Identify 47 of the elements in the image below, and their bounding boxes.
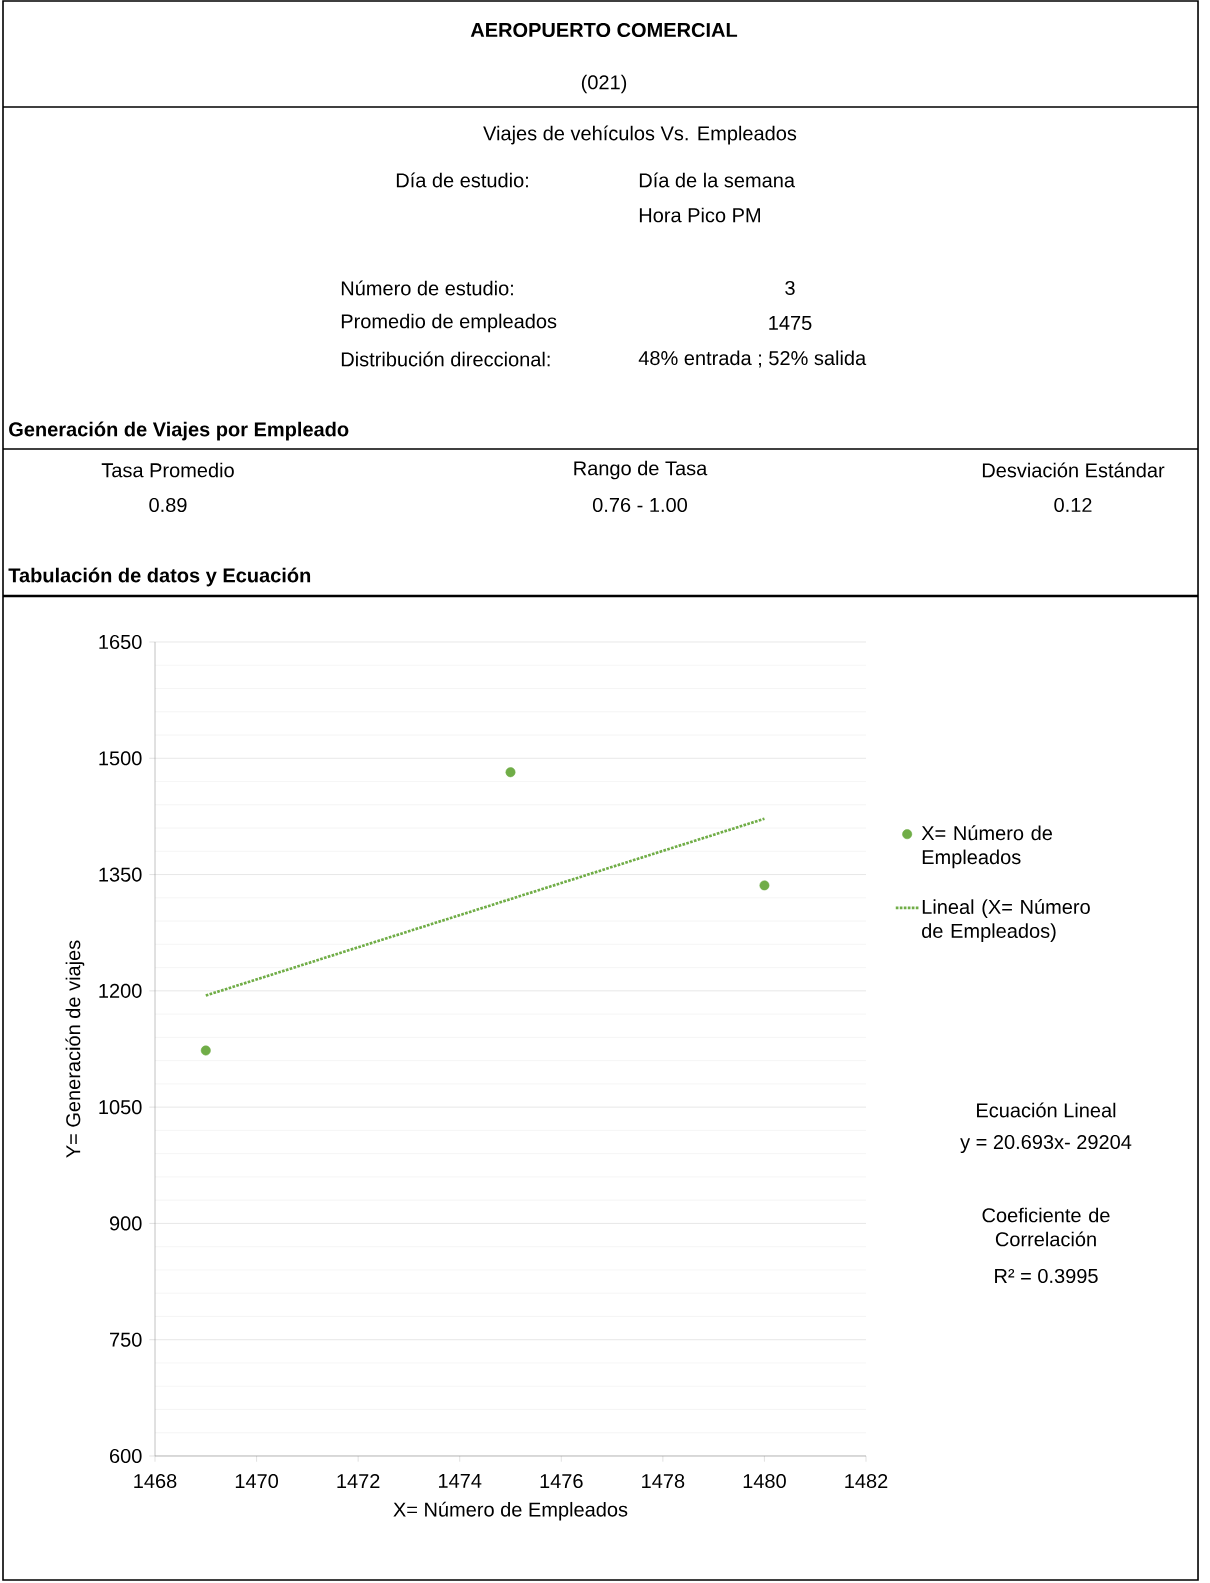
y-tick-label: 1200 <box>99 983 142 998</box>
text: Viajes de vehículos Vs. Empleados <box>483 125 797 145</box>
x-tick-label: 1482 <box>845 1473 888 1489</box>
text: Distribución direccional: <box>341 351 550 367</box>
text: Número de estudio: <box>341 280 513 296</box>
text: Hora Pico PM <box>639 207 760 223</box>
text: Día de la semana <box>639 172 795 188</box>
text: R² = 0.3995 <box>995 1268 1098 1284</box>
text: Generación de Viajes por Empleado <box>9 421 349 441</box>
text: 0.76 - 1.00 <box>592 497 688 513</box>
point <box>505 767 516 778</box>
y-tick-label: 1350 <box>99 867 142 882</box>
point <box>200 1045 211 1056</box>
chart-title: AEROPUERTO COMERCIAL <box>470 22 738 38</box>
text: Ecuación Lineal <box>977 1102 1116 1118</box>
text: Coeficiente de Correlación <box>982 1207 1110 1247</box>
y-tick-label: 1650 <box>99 634 142 650</box>
y-tick-label: 900 <box>109 1216 142 1231</box>
x-tick-label: 1478 <box>642 1473 685 1489</box>
text: 1475 <box>769 316 812 330</box>
x-tick-label: 1472 <box>337 1473 380 1488</box>
x-tick-label: 1476 <box>540 1473 583 1489</box>
text: Promedio de empleados <box>341 313 557 333</box>
text: 0.89 <box>149 497 187 513</box>
text: Día de estudio: <box>396 172 528 188</box>
x-tick-label: 1468 <box>134 1473 177 1489</box>
text: y = 20.693x- 29204 <box>960 1134 1132 1154</box>
y-axis-title: Y= Generación de viajes <box>65 940 85 1158</box>
text: Rango de Tasa <box>574 460 708 480</box>
point <box>759 880 770 891</box>
legend-label: Lineal (X= Número de Empleados) <box>922 899 1090 942</box>
x-tick-label: 1470 <box>235 1473 279 1489</box>
text: Tasa Promedio <box>101 462 234 478</box>
text: Tabulación de datos y Ecuación <box>8 567 311 587</box>
x-axis-title: X= Número de Empleados <box>393 1501 628 1521</box>
text: 48% entrada ; 52% salida <box>638 350 867 368</box>
y-tick-label: 1500 <box>99 751 142 766</box>
y-tick-label: 600 <box>110 1448 142 1464</box>
x-tick-label: 1474 <box>439 1473 482 1488</box>
x-tick-label: 1480 <box>743 1473 786 1489</box>
y-tick-label: 1050 <box>99 1100 142 1115</box>
text: 3 <box>785 280 795 296</box>
chart-subtitle: (021) <box>581 74 627 94</box>
y-tick-label: 750 <box>110 1332 142 1347</box>
legend-label: X= Número de Empleados <box>921 825 1053 869</box>
text: Desviación Estándar <box>982 462 1165 478</box>
text: 0.12 <box>1054 497 1092 513</box>
